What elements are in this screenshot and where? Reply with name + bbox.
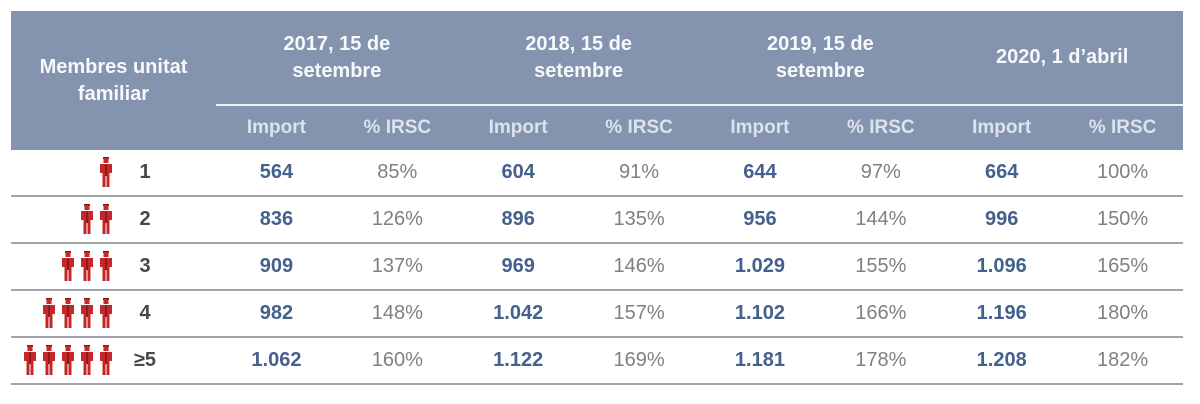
irsc-percent-cell: 148% — [371, 302, 423, 324]
irsc-percent-cell: 160% — [371, 349, 423, 371]
irsc-percent-cell: 137% — [371, 255, 423, 277]
member-count-label: 1 — [139, 161, 151, 183]
table-row: 2 836 126% 896 135% 956 144% 996 150% — [11, 197, 1183, 244]
irsc-percent-cell: 135% — [613, 208, 665, 230]
person-icon — [81, 298, 93, 328]
member-cell: 1 — [11, 150, 216, 195]
table-row: 3 909 137% 969 146% 1.029 155% 1.096 165% — [11, 244, 1183, 291]
import-value-cell: 969 — [501, 255, 535, 277]
import-value-cell: 982 — [259, 302, 294, 324]
import-value-cell: 604 — [501, 161, 535, 183]
irsc-percent-cell: 150% — [1096, 208, 1149, 230]
import-value-cell: 909 — [259, 255, 294, 277]
member-cell: 4 — [11, 291, 216, 336]
member-cell: 2 — [11, 197, 216, 242]
person-icon — [43, 345, 55, 375]
subheader-import-2019: Import — [730, 117, 790, 138]
table-row: 4 982 148% 1.042 157% 1.102 166% 1.196 180% — [11, 291, 1183, 338]
person-icon — [62, 345, 74, 375]
subheader-irsc-2018: % IRSC — [605, 117, 673, 138]
person-icon — [81, 345, 93, 375]
person-icon — [43, 298, 55, 328]
import-value-cell: 564 — [259, 161, 294, 183]
member-count-label: 4 — [139, 302, 151, 324]
import-value-cell: 1.096 — [976, 255, 1027, 277]
table-header: Membres unitat familiar 2017, 15 de sete… — [11, 11, 1183, 150]
person-icon — [24, 345, 36, 375]
member-cell: ≥5 — [11, 338, 216, 383]
import-value-cell: 1.196 — [976, 302, 1027, 324]
import-value-cell: 1.042 — [493, 302, 544, 324]
irsc-percent-cell: 155% — [855, 255, 907, 277]
subheader-import-2017: Import — [246, 117, 306, 138]
row-header-title-text: Membres unitat familiar — [39, 55, 188, 105]
import-value-cell: 1.208 — [976, 349, 1027, 371]
year-header-2017: 2017, 15 de setembre — [216, 11, 458, 106]
table-body: 1 564 85% 604 91% 644 97% 664 100% 2 836 126% 896… — [11, 150, 1183, 385]
subheader-import-2018: Import — [488, 117, 548, 138]
person-icon — [100, 157, 112, 187]
member-icons — [98, 157, 114, 188]
irsc-percent-cell: 146% — [613, 255, 665, 277]
irsc-percent-cell: 180% — [1096, 302, 1149, 324]
import-value-cell: 996 — [985, 208, 1019, 230]
irsc-percent-cell: 182% — [1096, 349, 1149, 371]
row-header-title: Membres unitat familiar — [11, 11, 216, 150]
import-value-cell: 896 — [501, 208, 535, 230]
person-icon — [81, 204, 93, 234]
irsc-percent-cell: 144% — [855, 208, 907, 230]
person-icon — [62, 251, 74, 281]
year-header-2020: 2020, 1 d’abril — [941, 11, 1183, 106]
import-value-cell: 836 — [259, 208, 294, 230]
irsc-percent-cell: 165% — [1096, 255, 1149, 277]
member-icons — [41, 298, 114, 329]
person-icon — [100, 345, 112, 375]
year-header-2018: 2018, 15 de setembre — [457, 11, 700, 106]
year-header-2019-text: 2019, 15 de setembre — [767, 32, 874, 82]
import-value-cell: 956 — [743, 208, 777, 230]
member-count-label: 3 — [139, 255, 151, 277]
table-row: 1 564 85% 604 91% 644 97% 664 100% — [11, 150, 1183, 197]
person-icon — [100, 298, 112, 328]
year-header-2020-text: 2020, 1 d’abril — [995, 46, 1129, 68]
year-header-2019: 2019, 15 de setembre — [699, 11, 942, 106]
import-value-cell: 664 — [985, 161, 1019, 183]
member-count-label: ≥5 — [133, 349, 157, 371]
irsc-percent-cell: 166% — [855, 302, 907, 324]
table-row: ≥5 1.062 160% 1.122 169% 1.181 178% 1.208 182% — [11, 338, 1183, 385]
year-header-2018-text: 2018, 15 de setembre — [525, 32, 632, 82]
family-unit-amounts-table: Membres unitat familiar 2017, 15 de sete… — [11, 11, 1183, 385]
member-icons — [60, 251, 114, 282]
member-cell: 3 — [11, 244, 216, 289]
import-value-cell: 1.122 — [493, 349, 544, 371]
subheader-irsc-2020: % IRSC — [1088, 117, 1157, 138]
irsc-percent-cell: 100% — [1096, 161, 1149, 183]
member-icons — [22, 345, 114, 376]
subheader-import-2020: Import — [972, 117, 1032, 138]
irsc-percent-cell: 126% — [371, 208, 423, 230]
year-header-2017-text: 2017, 15 de setembre — [283, 32, 391, 82]
irsc-percent-cell: 97% — [860, 161, 901, 183]
member-icons — [79, 204, 114, 235]
irsc-percent-cell: 178% — [855, 349, 907, 371]
person-icon — [100, 251, 112, 281]
person-icon — [100, 204, 112, 234]
person-icon — [62, 298, 74, 328]
subheader-irsc-2017: % IRSC — [363, 117, 432, 138]
import-value-cell: 1.029 — [734, 255, 785, 277]
import-value-cell: 1.181 — [734, 349, 785, 371]
person-icon — [81, 251, 93, 281]
irsc-percent-cell: 85% — [377, 161, 418, 183]
import-value-cell: 644 — [743, 161, 777, 183]
irsc-percent-cell: 169% — [613, 349, 665, 371]
member-count-label: 2 — [139, 208, 151, 230]
import-value-cell: 1.062 — [251, 349, 302, 371]
import-value-cell: 1.102 — [734, 302, 785, 324]
subheader-irsc-2019: % IRSC — [847, 117, 915, 138]
irsc-percent-cell: 91% — [619, 161, 660, 183]
irsc-percent-cell: 157% — [613, 302, 665, 324]
